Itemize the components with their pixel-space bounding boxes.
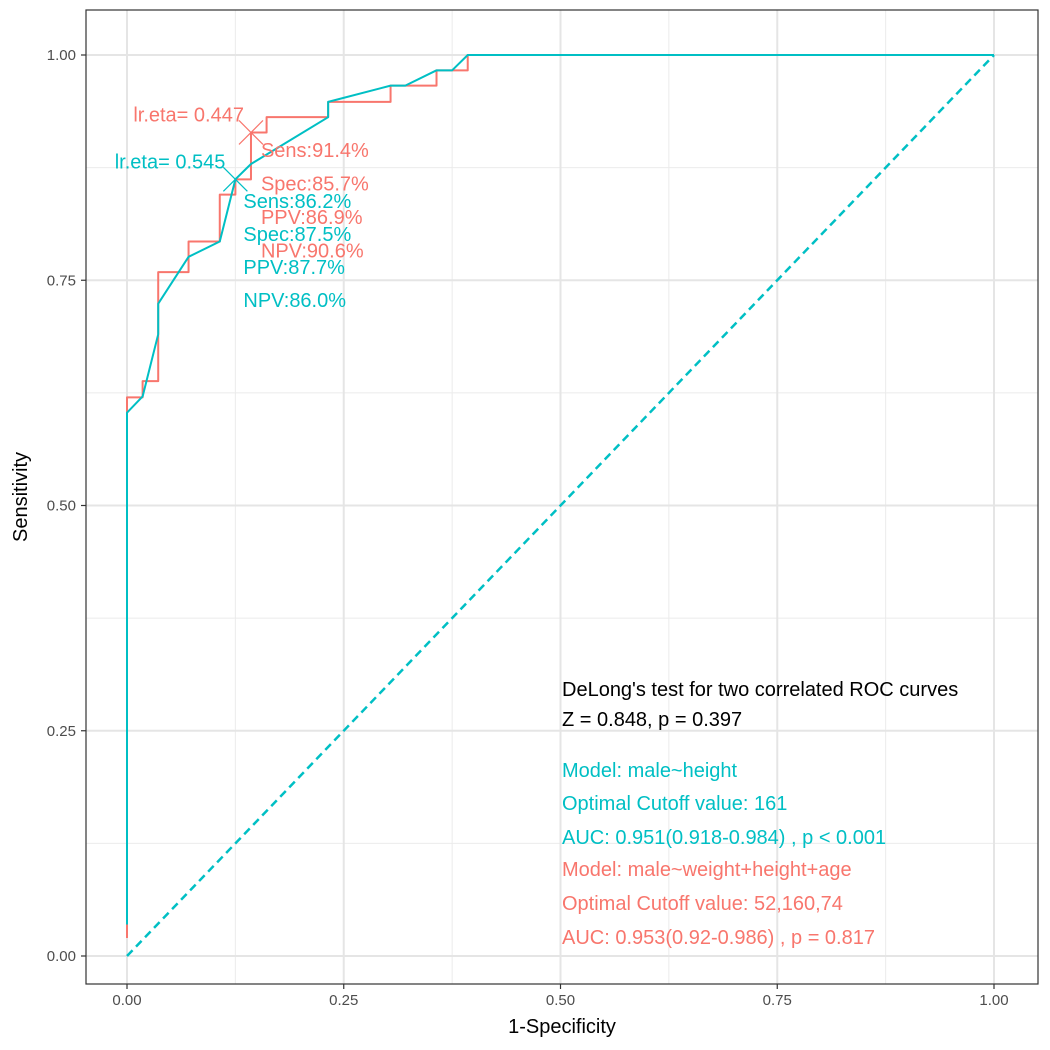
cutoff-label: lr.eta= 0.447 [133,104,244,126]
x-tick-label: 0.25 [329,992,358,1009]
reference-diagonal-line [126,54,995,957]
cutoff-stat: NPV:86.0% [243,290,346,312]
x-tick-label: 0.50 [546,992,575,1009]
annotation-line: Z = 0.848, p = 0.397 [562,709,742,731]
cutoff-stat: NPV:90.6% [261,241,364,263]
y-tick-label: 0.25 [47,723,76,740]
annotation-line: Model: male~height [562,760,738,782]
cutoff-layer: lr.eta= 0.447 Sens:91.4% Spec:85.7% PPV:86.… [115,104,369,312]
roc-curve-red [126,54,994,938]
x-axis-title: 1-Specificity [508,1016,616,1038]
plot-border [85,9,1039,985]
cutoff-stat: Sens:91.4% [261,140,369,162]
x-tick-label: 0.00 [112,992,141,1009]
grid [86,10,1038,984]
cutoff-stat: Spec:85.7% [261,174,369,196]
y-tick-label: 0.75 [47,272,76,289]
y-tick-label: 0.50 [47,498,76,515]
annotation-line: AUC: 0.951(0.918-0.984) , p < 0.001 [562,827,886,849]
series-layer [126,54,994,938]
annotation-line: Model: male~weight+height+age [562,859,852,881]
cutoff-stat: PPV:87.7% [243,257,345,279]
cutoff-marker [222,166,248,192]
y-tick-label: 1.00 [47,47,76,64]
x-tick-label: 1.00 [979,992,1008,1009]
cutoff-label: lr.eta= 0.545 [115,151,226,173]
cutoff-stat: PPV:86.9% [261,207,363,229]
y-tick-label: 0.00 [47,948,76,965]
y-axis-title: Sensitivity [10,452,32,542]
axes-layer: 0.00 0.25 0.50 0.75 1.00 0.00 0.25 0.50 0.75 1.00 [47,47,1009,1009]
cutoff-stat: Spec:87.5% [243,224,351,246]
annotation-line: Optimal Cutoff value: 52,160,74 [562,893,843,915]
x-tick-label: 0.75 [763,992,792,1009]
roc-curve-teal [126,54,994,925]
annotation-line: Optimal Cutoff value: 161 [562,793,787,815]
cutoff-marker [238,120,264,145]
annotation-line: DeLong's test for two correlated ROC cur… [562,679,958,701]
reference-line-layer [126,54,995,957]
cutoff-stat: Sens:86.2% [243,191,351,213]
annotation-layer: DeLong's test for two correlated ROC cur… [562,679,958,949]
annotation-line: AUC: 0.953(0.92-0.986) , p = 0.817 [562,927,875,949]
plot-panel [86,10,1038,984]
